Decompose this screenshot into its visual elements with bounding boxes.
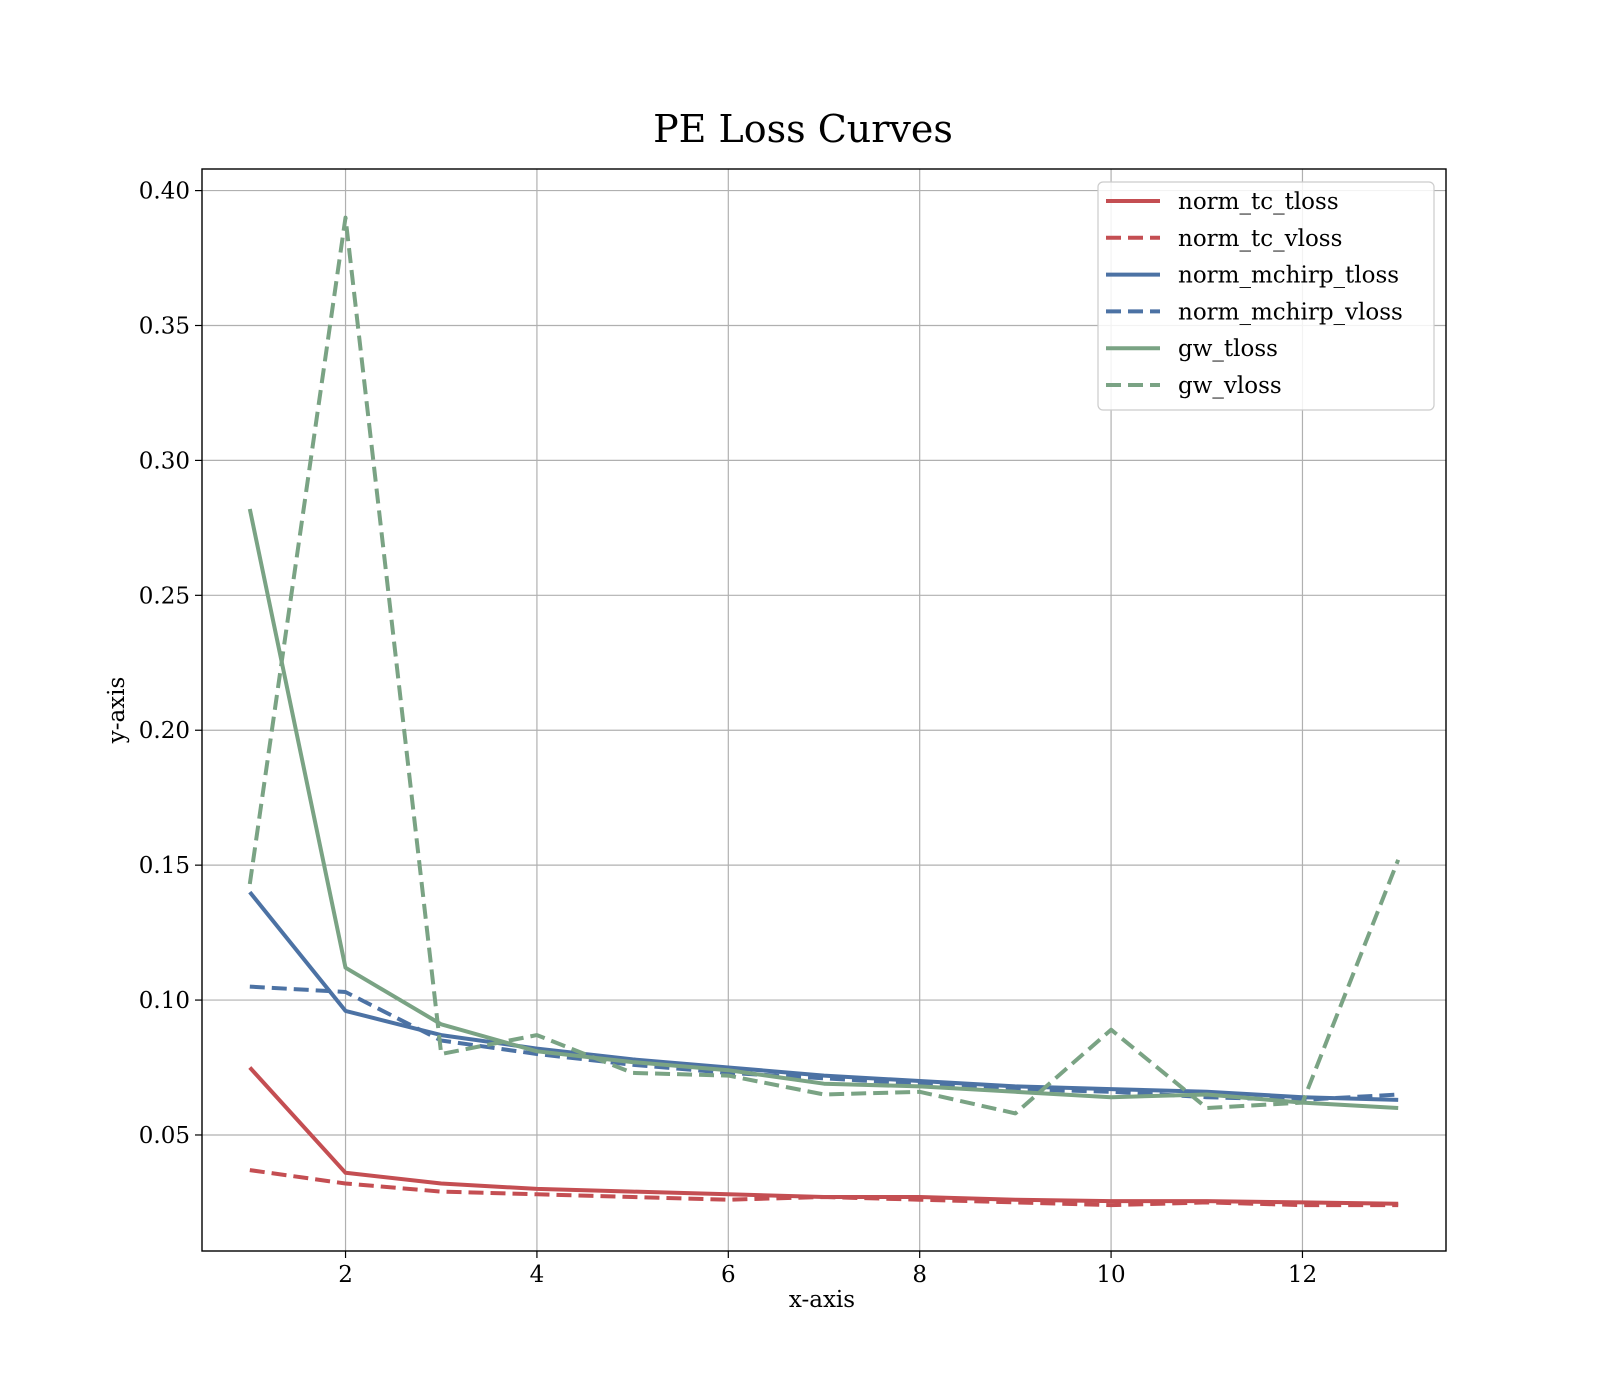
x-ticks: 2 4 6 8 10 12 bbox=[338, 1251, 1317, 1288]
y-tick-label: 0.35 bbox=[139, 313, 190, 339]
y-tick-label: 0.05 bbox=[139, 1123, 190, 1149]
y-tick-label: 0.30 bbox=[139, 448, 190, 474]
y-axis-label: y-axis bbox=[104, 677, 130, 745]
series-line-norm-tc-tloss bbox=[248, 1066, 1399, 1206]
series-line-norm-mchirp-tloss bbox=[248, 890, 1399, 1102]
legend: norm_tc_tloss norm_tc_vloss norm_mchirp_tl… bbox=[1097, 181, 1435, 411]
x-tick-label: 12 bbox=[1288, 1262, 1317, 1288]
legend-label: norm_mchirp_tloss bbox=[1178, 263, 1399, 289]
y-tick-label: 0.25 bbox=[139, 583, 190, 609]
legend-label: gw_vloss bbox=[1178, 373, 1282, 399]
x-tick-label: 10 bbox=[1096, 1262, 1125, 1288]
legend-label: gw_tloss bbox=[1178, 336, 1278, 362]
y-ticks: 0.05 0.10 0.15 0.20 0.25 0.30 0.35 0.40 bbox=[139, 179, 202, 1149]
x-axis-label: x-axis bbox=[789, 1287, 855, 1313]
legend-label: norm_mchirp_vloss bbox=[1178, 299, 1403, 325]
x-tick-label: 4 bbox=[530, 1262, 545, 1288]
legend-label: norm_tc_vloss bbox=[1178, 226, 1342, 252]
legend-label: norm_tc_tloss bbox=[1178, 189, 1339, 215]
y-tick-label: 0.10 bbox=[139, 988, 190, 1014]
x-tick-label: 6 bbox=[721, 1262, 736, 1288]
x-tick-label: 2 bbox=[338, 1262, 353, 1288]
x-tick-label: 8 bbox=[912, 1262, 927, 1288]
y-tick-label: 0.15 bbox=[139, 853, 190, 879]
chart-title: PE Loss Curves bbox=[653, 107, 953, 151]
y-tick-label: 0.40 bbox=[139, 179, 190, 205]
series-line-gw-tloss bbox=[247, 508, 1399, 1110]
legend-box bbox=[1097, 181, 1435, 411]
series-group bbox=[247, 215, 1401, 1208]
series-line-norm-tc-vloss bbox=[249, 1168, 1399, 1208]
y-tick-label: 0.20 bbox=[139, 718, 190, 744]
plot-frame bbox=[201, 168, 1447, 1252]
